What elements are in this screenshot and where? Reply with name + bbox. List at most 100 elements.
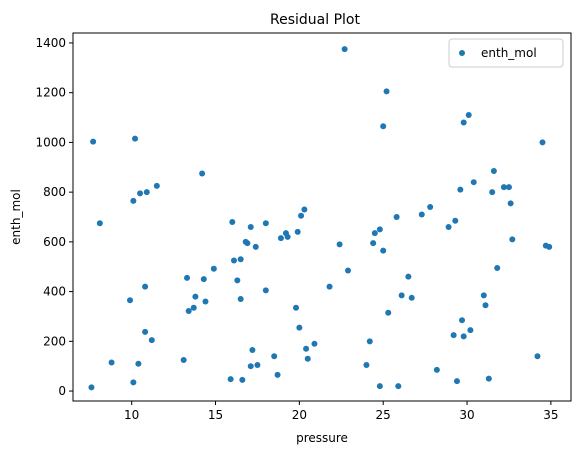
data-point	[393, 214, 400, 220]
data-point	[180, 356, 187, 363]
data-point	[452, 217, 459, 224]
x-tick-label: 25	[376, 408, 391, 422]
data-point	[298, 212, 305, 219]
data-point	[90, 138, 97, 145]
data-point	[370, 240, 377, 247]
data-point	[490, 168, 497, 174]
y-tick-label: 0	[58, 384, 66, 398]
x-tick-label: 35	[543, 408, 558, 422]
y-tick-label: 1200	[35, 86, 66, 100]
data-point	[237, 296, 244, 303]
data-point	[494, 264, 501, 271]
data-point	[445, 223, 452, 230]
data-point	[237, 256, 244, 263]
data-point	[395, 383, 402, 390]
data-point	[433, 366, 440, 373]
x-axis-label: pressure	[296, 431, 348, 445]
data-point	[539, 139, 546, 146]
plot-area	[72, 32, 572, 402]
legend-box	[448, 38, 564, 68]
data-point	[480, 292, 487, 299]
data-point	[277, 235, 284, 242]
data-point	[304, 355, 311, 362]
y-tick-label: 400	[43, 285, 66, 299]
data-point	[202, 298, 209, 305]
data-point	[465, 112, 472, 119]
data-point	[505, 184, 512, 191]
data-point	[470, 179, 477, 186]
x-tick-label: 30	[459, 408, 474, 422]
data-point	[190, 304, 197, 311]
data-point	[467, 327, 474, 334]
data-point	[142, 283, 149, 290]
y-tick-label: 1400	[35, 36, 66, 50]
data-point	[132, 135, 139, 142]
data-point	[239, 376, 246, 383]
y-tick-label: 200	[43, 334, 66, 348]
data-point	[460, 333, 467, 340]
data-point	[301, 206, 308, 213]
data-point	[344, 267, 351, 274]
data-point	[262, 220, 269, 227]
data-point	[130, 197, 137, 204]
data-point	[311, 340, 318, 347]
data-point	[96, 220, 103, 227]
data-point	[137, 190, 144, 197]
data-point	[143, 189, 150, 196]
data-point	[262, 287, 269, 294]
data-point	[489, 189, 496, 196]
data-point	[380, 247, 387, 254]
data-point	[453, 378, 460, 385]
data-point	[500, 184, 507, 191]
data-point	[509, 236, 516, 243]
data-point	[271, 353, 278, 360]
data-point	[303, 345, 310, 352]
x-axis: 10 15 20 25 30 35	[124, 401, 559, 422]
data-point	[127, 297, 134, 304]
data-point	[274, 371, 281, 378]
data-point	[296, 324, 303, 331]
data-point	[153, 182, 160, 189]
data-point	[247, 223, 254, 230]
data-point	[380, 123, 387, 130]
data-point	[366, 338, 373, 345]
data-point	[135, 360, 142, 367]
data-point	[450, 332, 457, 339]
data-point	[108, 359, 115, 366]
data-point	[507, 200, 514, 207]
y-axis-label: enth_mol	[9, 189, 23, 245]
y-tick-label: 600	[43, 235, 66, 249]
data-point	[148, 337, 155, 344]
data-point	[427, 204, 434, 211]
data-points	[88, 46, 553, 391]
data-point	[185, 307, 192, 314]
data-point	[546, 243, 553, 250]
y-tick-label: 1000	[35, 135, 66, 149]
legend-label: enth_mol	[481, 46, 537, 60]
data-point	[534, 353, 541, 360]
data-point	[383, 88, 390, 95]
data-point	[405, 273, 412, 280]
data-point	[284, 233, 291, 240]
data-point	[229, 218, 236, 225]
data-point	[200, 276, 207, 283]
data-point	[227, 376, 234, 383]
y-axis: 0 200 400 600 800 1000 1200 1400	[35, 36, 73, 398]
legend-marker	[459, 50, 465, 56]
data-point	[88, 384, 95, 391]
data-point	[408, 294, 415, 301]
x-tick-label: 10	[124, 408, 139, 422]
data-point	[247, 363, 254, 370]
data-point	[234, 277, 241, 284]
data-point	[252, 243, 259, 250]
chart-title: Residual Plot	[270, 12, 360, 28]
data-point	[249, 347, 256, 354]
data-point	[294, 228, 301, 235]
data-point	[254, 361, 261, 368]
data-point	[460, 119, 467, 126]
data-point	[130, 379, 137, 386]
data-point	[371, 230, 378, 237]
